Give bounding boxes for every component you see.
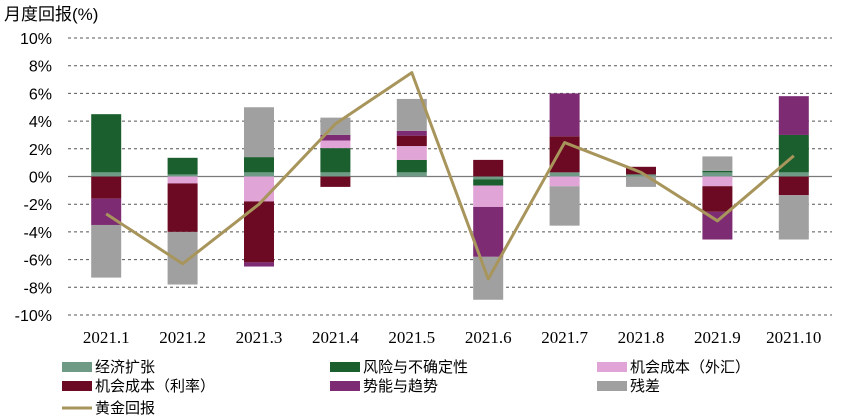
bar-segment: [473, 159, 504, 177]
bar-segment: [702, 211, 733, 240]
x-tick-label: 2021.4: [312, 328, 359, 347]
y-tick-label: -2%: [24, 197, 52, 214]
bar-segment: [320, 140, 351, 149]
x-tick-label: 2021.7: [541, 328, 588, 347]
bar-segment: [778, 172, 809, 177]
bar-segment: [396, 146, 427, 160]
bar-segment: [702, 176, 733, 187]
legend-swatch: [330, 362, 360, 372]
bar-segment: [167, 157, 198, 175]
bar-segment: [626, 176, 656, 187]
bar-segment: [167, 176, 198, 184]
y-tick-label: -4%: [24, 225, 52, 242]
y-tick-label: -8%: [24, 280, 52, 297]
y-tick-label: 6%: [29, 86, 52, 103]
bar-segment: [320, 134, 351, 141]
x-tick-label: 2021.6: [465, 328, 512, 347]
bar-segment: [473, 185, 504, 207]
x-tick-label: 2021.5: [388, 328, 435, 347]
x-axis: 2021.1 2021.2 2021.3 2021.4 2021.5 2021.6 2021…: [83, 328, 822, 347]
bar-segment: [91, 176, 122, 199]
bar-segment: [778, 176, 809, 196]
bar-segment: [549, 176, 580, 187]
bar-segment: [778, 195, 809, 240]
legend-label: 经济扩张: [95, 359, 155, 376]
x-tick-label: 2021.1: [83, 328, 130, 347]
bar-segment: [778, 96, 809, 135]
y-tick-label: -10%: [15, 308, 52, 325]
bar-segment: [396, 172, 427, 177]
bar-segment: [244, 107, 274, 158]
gold-return-line: [105, 71, 795, 281]
bar-segment: [702, 186, 733, 212]
legend-swatch: [62, 381, 92, 391]
bar-segment: [91, 114, 122, 173]
bar-segment: [320, 176, 351, 187]
bar-segment: [702, 156, 733, 171]
bar-segment: [626, 166, 656, 175]
bar-segment: [396, 159, 427, 173]
bar-segment: [320, 172, 351, 177]
legend-label: 黄金回报: [95, 400, 155, 417]
y-axis: 10% 8% 6% 4% 2% 0% -2% -4% -6% -8% -10%: [15, 31, 52, 325]
y-tick-label: 8%: [29, 59, 52, 76]
legend-label: 势能与趋势: [363, 378, 438, 395]
bar-segment: [244, 172, 274, 177]
bar-segment: [244, 157, 274, 173]
bar-segment: [167, 183, 198, 232]
y-tick-label: 2%: [29, 142, 52, 159]
legend-label: 风险与不确定性: [363, 359, 468, 376]
y-tick-label: -6%: [24, 253, 52, 270]
x-tick-label: 2021.8: [618, 328, 665, 347]
bar-segment: [320, 148, 351, 173]
legend-swatch: [597, 362, 627, 372]
x-tick-label: 2021.2: [159, 328, 206, 347]
bar-segment: [778, 134, 809, 173]
bar-segment: [702, 172, 733, 177]
bar-segment: [320, 117, 351, 135]
bar-segment: [244, 262, 274, 267]
bar-segment: [396, 135, 427, 147]
bar-segment: [244, 176, 274, 202]
bar-segment: [702, 170, 733, 173]
legend-label: 机会成本（外汇）: [630, 359, 750, 376]
bar-segment: [473, 176, 504, 180]
x-tick-label: 2021.3: [236, 328, 283, 347]
bar-segment: [91, 172, 122, 177]
y-tick-label: 10%: [20, 31, 52, 48]
x-tick-label: 2021.9: [694, 328, 741, 347]
legend-swatch: [62, 362, 92, 372]
x-tick-label: 2021.10: [766, 328, 821, 347]
bar-segment: [626, 174, 656, 177]
y-tick-label: 4%: [29, 114, 52, 131]
legend-label: 残差: [630, 378, 660, 395]
legend-swatch: [330, 381, 360, 391]
bar-segment: [549, 93, 580, 137]
y-axis-label: 月度回报(%): [4, 5, 98, 24]
legend-swatch: [597, 381, 627, 391]
bar-segment: [549, 172, 580, 177]
bar-segment: [396, 98, 427, 131]
line-series: [105, 71, 795, 281]
bars: [91, 93, 809, 300]
bar-segment: [396, 130, 427, 136]
bar-segment: [473, 179, 504, 186]
bar-segment: [549, 186, 580, 226]
legend-label: 机会成本（利率）: [95, 378, 215, 395]
bar-segment: [91, 224, 122, 278]
bar-segment: [167, 174, 198, 177]
y-tick-label: 0%: [29, 170, 52, 187]
